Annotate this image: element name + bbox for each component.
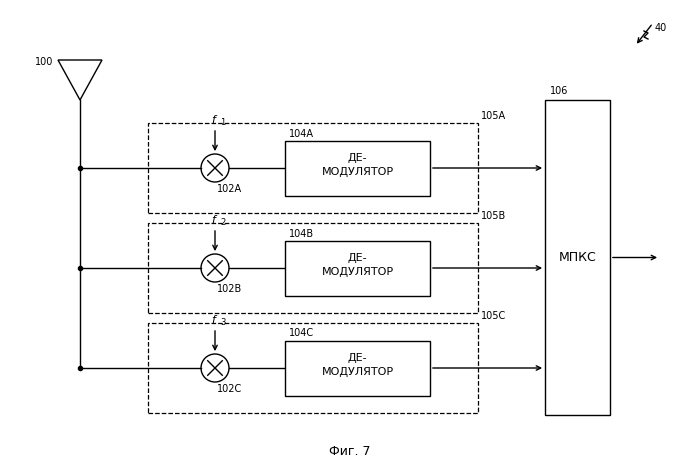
Text: 105C: 105C [481,311,506,321]
Bar [285,240,430,295]
Text: 1: 1 [220,118,225,127]
Text: 104C: 104C [289,328,314,338]
Bar [148,323,478,413]
Text: 2: 2 [220,218,225,227]
Text: ДЕ-
МОДУЛЯТОР: ДЕ- МОДУЛЯТОР [322,354,394,377]
Text: 40: 40 [655,23,668,33]
Text: Фиг. 7: Фиг. 7 [329,445,370,458]
Text: 105B: 105B [481,211,506,221]
Text: f: f [211,215,215,225]
Text: 3: 3 [220,318,225,327]
Text: 102A: 102A [217,184,242,194]
Text: f: f [211,315,215,325]
Text: 104B: 104B [289,228,314,238]
Bar [285,340,430,395]
Bar [148,123,478,213]
Text: 105A: 105A [481,111,506,121]
Text: f: f [211,115,215,125]
Text: 104A: 104A [289,128,314,138]
Text: 102B: 102B [217,284,243,294]
Text: 100: 100 [35,57,53,67]
Text: 106: 106 [550,86,568,96]
Text: 102C: 102C [217,384,243,394]
Text: ДЕ-
МОДУЛЯТОР: ДЕ- МОДУЛЯТОР [322,254,394,277]
Text: МПКС: МПКС [559,251,596,264]
Bar [545,100,610,415]
Text: ДЕ-
МОДУЛЯТОР: ДЕ- МОДУЛЯТОР [322,154,394,177]
Bar [285,140,430,195]
Bar [148,223,478,313]
